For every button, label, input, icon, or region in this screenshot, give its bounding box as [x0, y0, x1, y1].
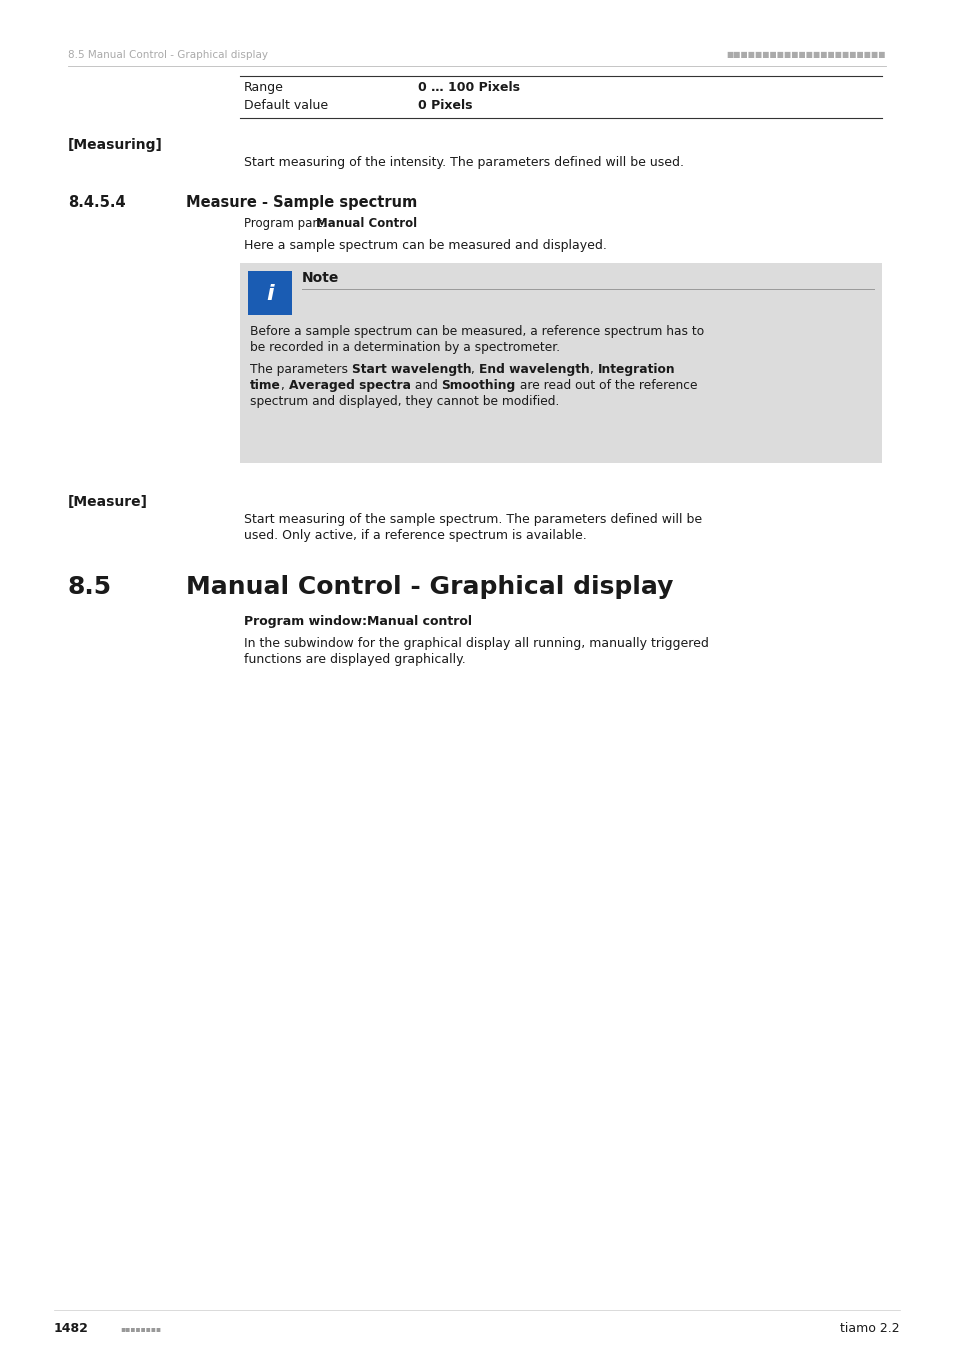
- Text: Start measuring of the sample spectrum. The parameters defined will be: Start measuring of the sample spectrum. …: [244, 513, 701, 526]
- Text: Before a sample spectrum can be measured, a reference spectrum has to: Before a sample spectrum can be measured…: [250, 325, 703, 338]
- Text: ■■■■■■■■■■■■■■■■■■■■■■: ■■■■■■■■■■■■■■■■■■■■■■: [726, 50, 885, 59]
- Text: 1482: 1482: [54, 1322, 89, 1335]
- Text: Measure - Sample spectrum: Measure - Sample spectrum: [186, 194, 416, 211]
- Text: 0 Pixels: 0 Pixels: [417, 99, 472, 112]
- Text: Smoothing: Smoothing: [441, 379, 515, 391]
- Text: ,: ,: [471, 363, 478, 377]
- Text: Range: Range: [244, 81, 284, 95]
- Text: 0 … 100 Pixels: 0 … 100 Pixels: [417, 81, 519, 95]
- Text: be recorded in a determination by a spectrometer.: be recorded in a determination by a spec…: [250, 342, 559, 354]
- Text: functions are displayed graphically.: functions are displayed graphically.: [244, 653, 465, 666]
- Bar: [240, 263, 882, 463]
- Text: The parameters: The parameters: [250, 363, 352, 377]
- Text: ,: ,: [589, 363, 598, 377]
- Text: Integration: Integration: [598, 363, 675, 377]
- Text: Averaged spectra: Averaged spectra: [289, 379, 410, 391]
- Text: i: i: [266, 284, 274, 304]
- Text: 8.5: 8.5: [68, 575, 112, 599]
- Text: In the subwindow for the graphical display all running, manually triggered: In the subwindow for the graphical displ…: [244, 637, 708, 649]
- Text: and: and: [410, 379, 441, 391]
- Text: time: time: [250, 379, 280, 391]
- Text: 8.5 Manual Control - Graphical display: 8.5 Manual Control - Graphical display: [68, 50, 268, 59]
- Text: spectrum and displayed, they cannot be modified.: spectrum and displayed, they cannot be m…: [250, 396, 558, 408]
- Text: Default value: Default value: [244, 99, 328, 112]
- Text: ,: ,: [280, 379, 289, 391]
- Text: 8.4.5.4: 8.4.5.4: [68, 194, 126, 211]
- Text: [Measure]: [Measure]: [68, 495, 148, 509]
- Text: Manual Control - Graphical display: Manual Control - Graphical display: [186, 575, 673, 599]
- Text: Start measuring of the intensity. The parameters defined will be used.: Start measuring of the intensity. The pa…: [244, 157, 683, 169]
- Bar: [248, 271, 292, 315]
- Text: are read out of the reference: are read out of the reference: [515, 379, 697, 391]
- Text: End wavelength: End wavelength: [478, 363, 589, 377]
- Text: tiamo 2.2: tiamo 2.2: [840, 1322, 899, 1335]
- Text: Program window:Manual control: Program window:Manual control: [244, 616, 472, 628]
- Text: Here a sample spectrum can be measured and displayed.: Here a sample spectrum can be measured a…: [244, 239, 606, 252]
- Text: Start wavelength: Start wavelength: [352, 363, 471, 377]
- Text: Note: Note: [302, 271, 339, 285]
- Text: ▪▪▪▪▪▪▪▪: ▪▪▪▪▪▪▪▪: [120, 1324, 161, 1332]
- Text: [Measuring]: [Measuring]: [68, 138, 163, 153]
- Text: Program part:: Program part:: [244, 217, 330, 230]
- Text: Manual Control: Manual Control: [315, 217, 416, 230]
- Text: used. Only active, if a reference spectrum is available.: used. Only active, if a reference spectr…: [244, 529, 586, 541]
